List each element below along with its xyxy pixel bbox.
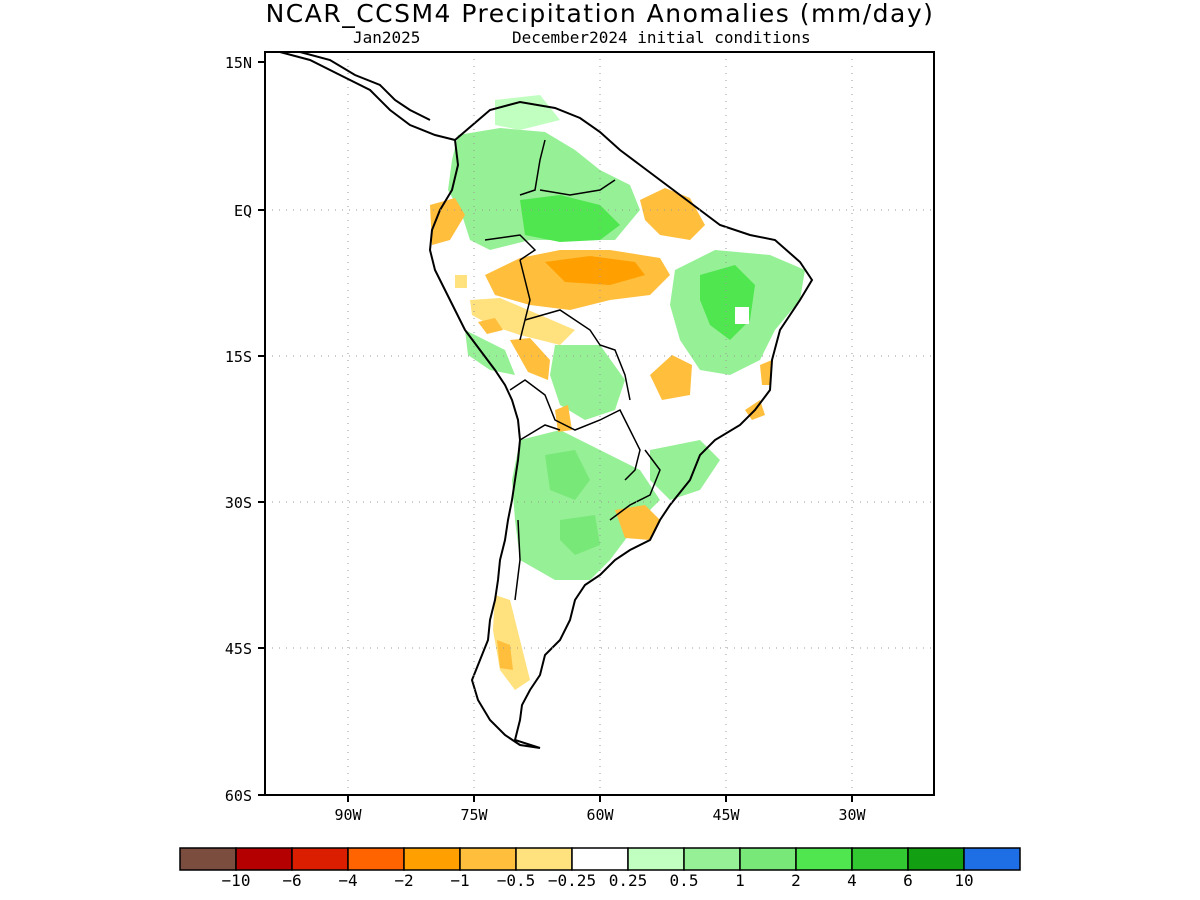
lon-label-45w: 45W	[712, 806, 740, 824]
colorbar-label: 4	[847, 871, 857, 890]
lon-label-90w: 90W	[334, 806, 362, 824]
lon-label-75w: 75W	[460, 806, 488, 824]
colorbar-label: −10	[222, 871, 251, 890]
colorbar-swatch	[515, 847, 573, 871]
lon-label-60w: 60W	[586, 806, 614, 824]
colorbar-swatch	[851, 847, 909, 871]
lat-label-45s: 45S	[225, 640, 252, 658]
anomaly-region-argentina-wet	[512, 430, 660, 580]
colorbar-legend: −10 −6 −4 −2 −1 −0.5 −0.25 0.25 0.5 1 2 4 6 10	[179, 847, 1021, 890]
colorbar-swatch	[795, 847, 853, 871]
lon-label-30w: 30W	[838, 806, 866, 824]
anomaly-region-peru-wet	[465, 330, 515, 375]
map-title: NCAR_CCSM4 Precipitation Anomalies (mm/d…	[265, 0, 935, 28]
anomaly-region-northwest-wet-core	[520, 195, 620, 242]
lat-label-30s: 30S	[225, 494, 252, 512]
colorbar-label: 0.25	[609, 871, 648, 890]
forecast-month: Jan2025	[353, 28, 421, 47]
colorbar-swatch	[963, 847, 1021, 871]
colorbar-swatch	[179, 847, 237, 871]
anomaly-region-colombia-dry	[455, 275, 467, 288]
colorbar-label: 6	[903, 871, 913, 890]
colorbar-label: −4	[338, 871, 357, 890]
anomaly-region-amazon-dry-edge	[470, 298, 575, 345]
lat-label-eq: EQ	[234, 202, 252, 220]
anomaly-region-uruguay-dry	[615, 505, 660, 540]
anomaly-region-bolivia-wet	[550, 345, 625, 420]
country-borders	[484, 139, 661, 601]
anomaly-region-amazon-mouth-dry	[640, 188, 705, 240]
longitude-labels: 90W 75W 60W 45W 30W	[334, 806, 866, 824]
lat-label-15s: 15S	[225, 348, 252, 366]
anomaly-region-chaco-dry	[555, 405, 572, 432]
lat-label-60s: 60S	[225, 787, 252, 805]
colorbar-swatch	[739, 847, 797, 871]
anomaly-region-bolivia-dry	[510, 338, 550, 380]
colorbar-label: −6	[282, 871, 301, 890]
colorbar-swatch	[459, 847, 517, 871]
colorbar-swatch	[627, 847, 685, 871]
gridlines	[265, 52, 934, 795]
colorbar-label: −1	[450, 871, 469, 890]
colorbar-swatch	[235, 847, 293, 871]
colorbar-swatch	[907, 847, 965, 871]
anomaly-region-argentina-wet-core-2	[560, 515, 600, 555]
colorbar-swatch	[347, 847, 405, 871]
anomaly-region-argentina-wet-core	[545, 450, 590, 500]
colorbar-swatch	[683, 847, 741, 871]
anomaly-region-patagonia-dry-core	[497, 640, 513, 670]
anomaly-shading	[430, 95, 805, 690]
colorbar-swatch	[403, 847, 461, 871]
lat-label-15n: 15N	[225, 54, 252, 72]
anomaly-region-venezuela-light	[495, 95, 560, 130]
colorbar-swatch	[291, 847, 349, 871]
colorbar-label: 2	[791, 871, 801, 890]
anomaly-region-ecuador-dry	[430, 198, 465, 245]
colorbar-label: 1	[735, 871, 745, 890]
anomaly-region-ne-brazil-gap	[735, 307, 749, 324]
coastlines	[279, 52, 814, 749]
colorbar-swatch	[571, 847, 629, 871]
anomaly-region-coast-dry-2	[760, 360, 772, 385]
colorbar-label: 10	[954, 871, 973, 890]
colorbar-label: 0.5	[670, 871, 699, 890]
initial-conditions-label: December2024 initial conditions	[512, 28, 811, 47]
latitude-labels: 15N EQ 15S 30S 45S 60S	[225, 54, 252, 805]
colorbar-label: −0.5	[497, 871, 536, 890]
anomaly-region-peru-dry	[478, 318, 503, 334]
tick-marks	[258, 61, 853, 802]
south-america-coastline	[428, 100, 814, 749]
colorbar-label: −0.25	[548, 871, 596, 890]
anomaly-region-central-brazil-dry	[650, 355, 692, 400]
anomaly-region-amazon-dry-core	[545, 256, 645, 285]
anomaly-region-se-brazil-wet	[650, 440, 720, 500]
colorbar-label: −2	[394, 871, 413, 890]
central-america-coastline	[279, 52, 456, 141]
